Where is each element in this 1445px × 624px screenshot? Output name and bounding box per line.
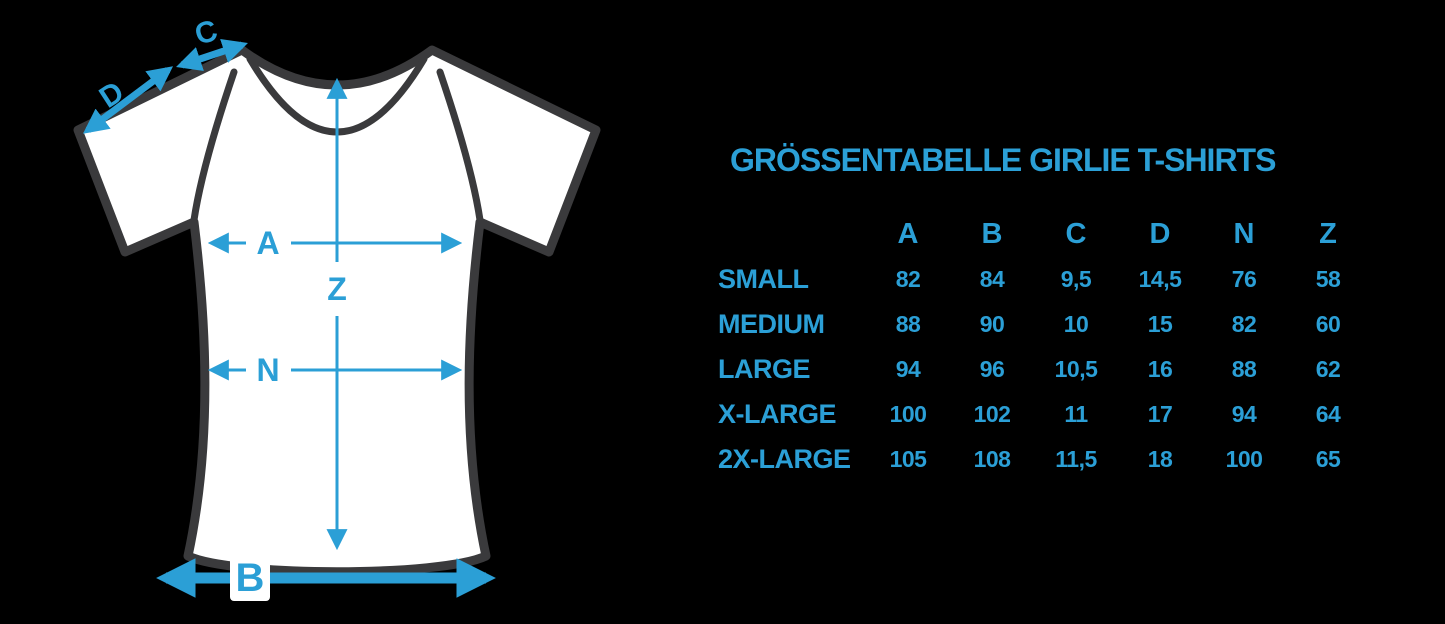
value-cell: 65: [1315, 446, 1341, 472]
value-cell: 105: [889, 446, 927, 472]
measure-arrow-n: N: [207, 352, 463, 388]
value-cell: 88: [895, 311, 921, 337]
value-cell: 100: [1225, 446, 1263, 472]
value-cell: 90: [979, 311, 1005, 337]
measure-arrow-b: B: [156, 555, 496, 601]
label-n: N: [256, 352, 279, 388]
page-title: GRÖSSENTABELLE GIRLIE T-SHIRTS: [730, 142, 1276, 178]
column-header-n: N: [1233, 218, 1255, 250]
value-cell: 9,5: [1060, 266, 1092, 292]
value-cell: 17: [1147, 401, 1173, 427]
value-cell: 108: [973, 446, 1011, 472]
value-cell: 10,5: [1054, 356, 1098, 382]
label-b: B: [236, 556, 265, 600]
value-cell: 94: [895, 356, 921, 382]
value-cell: 96: [979, 356, 1005, 382]
value-cell: 84: [979, 266, 1005, 292]
column-header-a: A: [897, 218, 919, 250]
value-cell: 58: [1315, 266, 1341, 292]
column-header-c: C: [1065, 218, 1087, 250]
value-cell: 60: [1315, 311, 1341, 337]
measure-arrow-a: A: [207, 225, 463, 261]
value-cell: 102: [973, 401, 1011, 427]
size-label: X-LARGE: [718, 399, 837, 429]
value-cell: 11: [1064, 401, 1088, 427]
value-cell: 18: [1147, 446, 1173, 472]
label-z: Z: [327, 271, 347, 307]
label-a: A: [256, 225, 279, 261]
value-cell: 16: [1147, 356, 1173, 382]
value-cell: 64: [1315, 401, 1341, 427]
column-header-z: Z: [1319, 218, 1337, 250]
value-cell: 82: [1231, 311, 1257, 337]
size-label: MEDIUM: [718, 309, 825, 339]
label-b-background: [230, 555, 270, 601]
measure-arrow-z: Z: [326, 77, 348, 551]
value-cell: 94: [1231, 401, 1257, 427]
value-cell: 11,5: [1055, 446, 1097, 472]
value-cell: 15: [1147, 311, 1173, 337]
value-cell: 100: [889, 401, 927, 427]
size-table: A B C D N Z SMALL 82 84 9,5 14,5 76 58 M…: [718, 212, 1370, 482]
value-cell: 10: [1063, 311, 1089, 337]
size-label: LARGE: [718, 354, 811, 384]
value-cell: 62: [1315, 356, 1341, 382]
left-sleeve-seam: [190, 68, 238, 224]
column-header-d: D: [1149, 218, 1171, 250]
tshirt-outline: [73, 45, 601, 577]
value-cell: 76: [1231, 266, 1257, 292]
tshirt-measurement-diagram: A N Z B C D: [73, 14, 601, 601]
label-c: C: [191, 14, 221, 52]
value-cell: 14,5: [1138, 266, 1182, 292]
size-label: 2X-LARGE: [718, 444, 851, 474]
column-header-b: B: [981, 218, 1003, 250]
value-cell: 82: [895, 266, 921, 292]
value-cell: 88: [1231, 356, 1257, 382]
size-label: SMALL: [718, 264, 809, 294]
right-sleeve-seam: [436, 68, 484, 224]
